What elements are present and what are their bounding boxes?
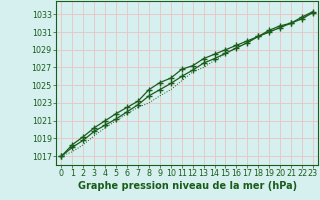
- X-axis label: Graphe pression niveau de la mer (hPa): Graphe pression niveau de la mer (hPa): [78, 181, 297, 191]
